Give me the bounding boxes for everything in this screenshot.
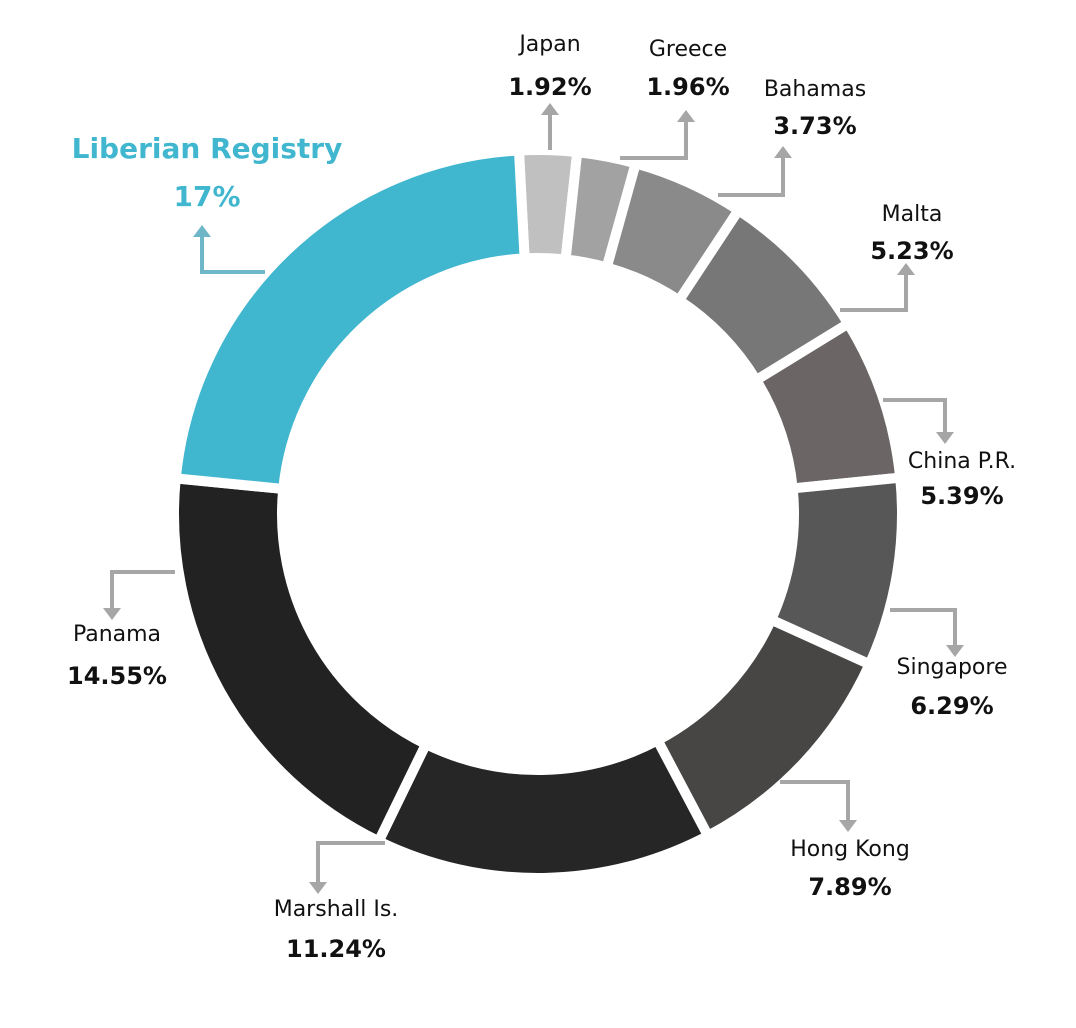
value-label: 6.29% bbox=[910, 692, 993, 720]
category-label: Liberian Registry bbox=[72, 132, 343, 165]
connector bbox=[718, 158, 785, 197]
arrowhead bbox=[103, 608, 121, 620]
connector bbox=[200, 237, 265, 274]
arrowhead bbox=[839, 820, 857, 832]
category-label: Malta bbox=[882, 202, 943, 227]
donut-segment bbox=[371, 733, 715, 883]
connector bbox=[110, 570, 175, 608]
category-label: Hong Kong bbox=[790, 837, 910, 862]
connector bbox=[620, 122, 688, 160]
category-label: China P.R. bbox=[908, 449, 1016, 474]
value-label: 1.96% bbox=[646, 73, 729, 101]
arrowhead bbox=[946, 645, 964, 657]
arrowhead bbox=[774, 146, 792, 158]
value-label: 14.55% bbox=[67, 662, 167, 690]
category-label: Marshall Is. bbox=[274, 897, 399, 922]
category-label: Panama bbox=[73, 622, 161, 647]
category-label: Singapore bbox=[897, 655, 1008, 680]
connector bbox=[840, 275, 908, 312]
value-label: 11.24% bbox=[286, 935, 386, 963]
value-label: 5.39% bbox=[920, 482, 1003, 510]
value-label: 7.89% bbox=[808, 873, 891, 901]
connector bbox=[883, 398, 947, 432]
arrowhead bbox=[897, 263, 915, 275]
connector bbox=[316, 841, 385, 882]
value-label: 5.23% bbox=[870, 237, 953, 265]
arrowhead bbox=[936, 432, 954, 444]
value-label: 1.92% bbox=[508, 73, 591, 101]
category-label: Japan bbox=[517, 32, 580, 57]
arrowhead bbox=[193, 225, 211, 237]
arrowhead bbox=[677, 110, 695, 122]
connector bbox=[890, 608, 957, 645]
donut-segment bbox=[169, 472, 433, 848]
value-label: 17% bbox=[173, 180, 240, 213]
arrowhead bbox=[309, 882, 327, 894]
donut-segment bbox=[170, 145, 530, 495]
arrowhead bbox=[541, 103, 559, 115]
connector bbox=[780, 780, 850, 820]
value-label: 3.73% bbox=[773, 112, 856, 140]
category-label: Bahamas bbox=[764, 77, 866, 102]
category-label: Greece bbox=[649, 37, 727, 62]
